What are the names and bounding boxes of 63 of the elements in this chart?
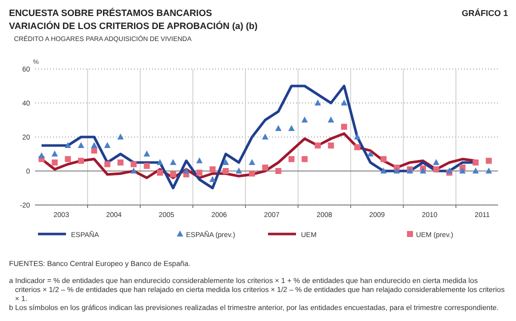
point (248, 159, 256, 165)
point (314, 142, 321, 148)
chart-title: ENCUESTA SOBRE PRÉSTAMOS BANCARIOS (9, 7, 212, 18)
point (78, 142, 84, 148)
point (275, 168, 282, 174)
point (380, 168, 387, 174)
point (196, 157, 203, 164)
point (354, 134, 360, 140)
point (340, 100, 348, 106)
point (91, 148, 98, 154)
point (183, 168, 190, 174)
point (367, 150, 374, 156)
point (394, 168, 400, 174)
point (90, 142, 98, 148)
point (117, 134, 124, 140)
point (104, 161, 110, 168)
point (446, 168, 453, 174)
point (432, 159, 440, 165)
point (249, 170, 256, 177)
point (314, 100, 321, 106)
text: GRÁFICO 1 (462, 8, 508, 18)
point (486, 168, 492, 174)
point (302, 156, 308, 162)
point (144, 162, 150, 169)
point (262, 134, 268, 140)
point (328, 142, 334, 148)
point (196, 170, 202, 176)
point (170, 159, 176, 165)
point (64, 156, 71, 162)
point (210, 166, 216, 172)
point (459, 168, 466, 174)
point (420, 168, 426, 174)
point (170, 171, 176, 178)
point (130, 161, 137, 168)
point (156, 170, 163, 176)
point (222, 159, 229, 165)
point (52, 160, 58, 166)
point (472, 168, 479, 174)
point (64, 142, 72, 148)
point (104, 142, 111, 148)
point (486, 158, 492, 164)
point (156, 159, 164, 165)
point (301, 116, 308, 122)
point (117, 160, 124, 166)
point (78, 158, 84, 164)
point (144, 150, 150, 156)
point (262, 164, 268, 171)
point (130, 168, 137, 174)
point (354, 144, 360, 150)
point (288, 125, 295, 131)
point (275, 125, 282, 131)
point (472, 160, 479, 166)
point (38, 152, 45, 158)
point (380, 156, 387, 162)
point (341, 124, 348, 130)
point (433, 166, 440, 172)
point (288, 156, 294, 162)
point (52, 150, 58, 156)
point (209, 176, 216, 182)
point (236, 168, 242, 174)
point (222, 168, 229, 174)
point (328, 116, 334, 122)
chart-subtitle: VARIACIÓN DE LOS CRITERIOS DE APROBACIÓN (a) (b) (9, 20, 258, 31)
